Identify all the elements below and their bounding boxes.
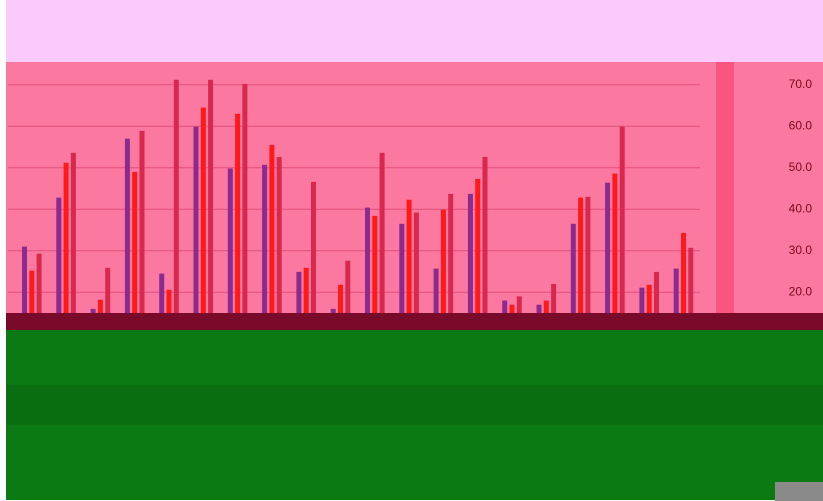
y-tick-label: 40.0	[789, 201, 813, 215]
bar	[467, 193, 473, 313]
bar	[543, 300, 549, 313]
bar	[242, 83, 248, 313]
bar	[63, 162, 69, 313]
bar	[132, 171, 138, 313]
bar	[159, 273, 165, 313]
bar	[433, 268, 439, 313]
bar	[235, 113, 241, 313]
bar	[365, 207, 370, 313]
bar	[406, 199, 412, 313]
corner-block	[775, 482, 823, 501]
bar	[208, 79, 214, 314]
bar	[193, 126, 199, 313]
bar	[345, 260, 351, 313]
bar	[311, 181, 316, 313]
bar	[646, 284, 652, 313]
bar	[639, 287, 645, 313]
y-tick-label: 70.0	[789, 77, 813, 91]
bar	[296, 271, 302, 313]
bar	[139, 130, 145, 313]
bar	[578, 197, 584, 313]
bar	[570, 223, 576, 313]
bar	[173, 79, 179, 314]
bar	[516, 296, 522, 313]
bar	[509, 304, 515, 313]
bar	[551, 283, 557, 313]
bar	[338, 284, 343, 313]
lower-strip	[6, 385, 823, 425]
bar	[536, 304, 542, 313]
bar	[654, 271, 659, 313]
bar	[413, 212, 419, 313]
y-tick-label: 20.0	[789, 284, 813, 298]
bar	[681, 232, 686, 313]
bar	[276, 156, 282, 313]
bar	[619, 126, 625, 313]
bar	[70, 152, 76, 313]
bar	[29, 270, 35, 313]
bar	[166, 289, 172, 313]
bar	[200, 107, 206, 313]
bar	[90, 308, 96, 313]
bar	[269, 144, 275, 313]
bar	[56, 197, 62, 313]
y-tick-label: 50.0	[789, 160, 813, 174]
bar	[440, 209, 446, 313]
bar	[36, 253, 42, 313]
bar	[502, 300, 508, 313]
y-tick-label: 30.0	[789, 243, 813, 257]
bar	[482, 156, 488, 313]
bar	[673, 268, 679, 313]
dark-band	[6, 313, 823, 330]
bar	[22, 246, 27, 313]
axis-stripe	[716, 62, 734, 313]
bar	[399, 223, 405, 313]
bar	[227, 168, 233, 313]
header-band	[6, 0, 823, 62]
bar	[379, 152, 385, 313]
bar	[605, 182, 611, 313]
bar	[105, 267, 111, 313]
bar	[262, 164, 268, 313]
bar	[372, 215, 378, 313]
bar	[585, 196, 591, 313]
bar	[688, 247, 694, 313]
bar	[612, 173, 618, 313]
bar	[330, 308, 336, 313]
y-tick-label: 60.0	[789, 118, 813, 132]
bar	[475, 178, 481, 313]
bar	[97, 299, 103, 313]
bar	[448, 193, 454, 313]
bar	[303, 267, 309, 313]
bar	[124, 138, 130, 313]
